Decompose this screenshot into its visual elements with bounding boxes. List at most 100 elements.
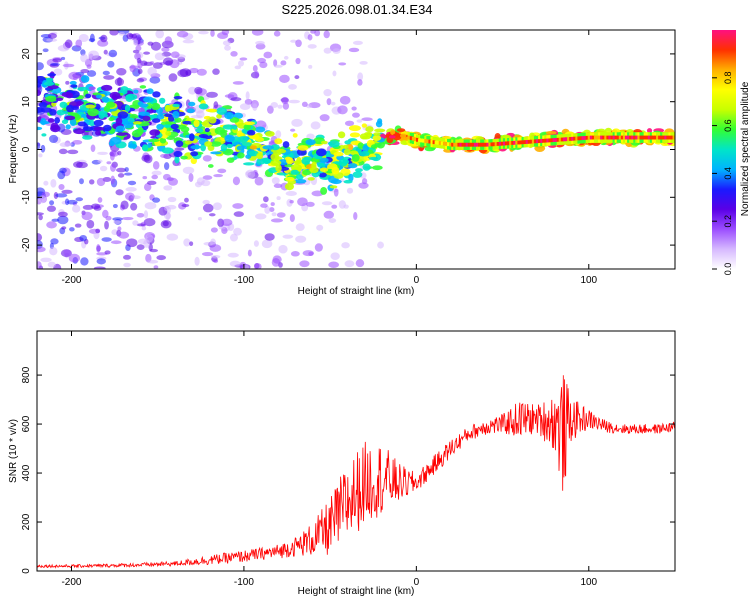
heatmap-cell [93, 119, 104, 127]
heatmap-cell [226, 143, 233, 149]
heatmap-cell [210, 151, 222, 155]
heatmap-cell [292, 133, 298, 138]
heatmap-cell [79, 234, 87, 242]
heatmap-cell [75, 197, 84, 202]
heatmap-cell [255, 213, 267, 220]
heatmap-cell [546, 138, 550, 143]
heatmap-cell [88, 38, 96, 42]
heatmap-cell [165, 105, 173, 112]
heatmap-cell [486, 142, 490, 147]
heatmap-cell [271, 177, 280, 185]
heatmap-cell [202, 203, 214, 213]
heatmap-cell [206, 91, 218, 98]
heatmap-cell [190, 145, 201, 150]
colorbar-tick-label: 0.4 [723, 167, 733, 180]
heatmap-cell [358, 151, 370, 157]
heatmap-cell [104, 250, 111, 255]
heatmap-cell [136, 57, 142, 64]
heatmap-cell [290, 128, 296, 132]
heatmap-cell [352, 171, 363, 178]
heatmap-cell [629, 135, 633, 140]
heatmap-cell [209, 141, 222, 147]
heatmap-cell [352, 112, 360, 118]
heatmap-cell [331, 166, 340, 175]
heatmap-cell [96, 177, 106, 187]
heatmap-cell [373, 132, 381, 137]
heatmap-cell [254, 263, 262, 269]
heatmap-cell [58, 183, 65, 191]
heatmap-cell [40, 144, 46, 153]
heatmap-cell [152, 197, 161, 203]
heatmap-cell [146, 102, 153, 109]
heatmap-cell [459, 142, 463, 147]
heatmap-cell [95, 228, 101, 234]
heatmap-cell [262, 145, 275, 150]
heatmap-cell [55, 193, 68, 198]
heatmap-cell [74, 223, 82, 228]
heatmap-cell [143, 96, 154, 103]
heatmap-cell [612, 135, 616, 140]
heatmap-cell [606, 135, 610, 140]
heatmap-cell [81, 113, 88, 118]
heatmap-cell [256, 152, 264, 160]
heatmap-cell [357, 79, 363, 86]
heatmap-cell [631, 135, 635, 140]
heatmap-cell [219, 129, 228, 134]
heatmap-cell [237, 136, 249, 144]
heatmap-cell [106, 161, 112, 165]
heatmap-cell [152, 62, 163, 69]
heatmap-cell [332, 70, 337, 77]
heatmap-cell [39, 120, 50, 125]
heatmap-cell [57, 215, 69, 225]
heatmap-cell [482, 142, 486, 147]
heatmap-cell [115, 125, 126, 132]
heatmap-cell [90, 144, 96, 152]
heatmap-cell [527, 139, 531, 144]
heatmap-cell [279, 74, 290, 83]
heatmap-cell [69, 118, 77, 127]
heatmap-cell [208, 116, 217, 124]
heatmap-cell [307, 44, 317, 49]
heatmap-cell [147, 41, 154, 46]
heatmap-cell [99, 165, 108, 172]
heatmap-cell [217, 32, 229, 39]
heatmap-cell [102, 124, 112, 132]
heatmap-cell [577, 136, 581, 141]
heatmap-cell [321, 201, 333, 206]
heatmap-cell [92, 92, 102, 96]
heatmap-cell [276, 212, 286, 218]
heatmap-cell [66, 104, 74, 113]
heatmap-cell [163, 113, 173, 118]
heatmap-cell [185, 69, 192, 76]
heatmap-cell [63, 249, 71, 256]
snr-frame [36, 330, 676, 572]
heatmap-cell [207, 164, 214, 168]
heatmap-cell [484, 142, 488, 147]
heatmap-cell [604, 135, 608, 140]
heatmap-cell [232, 203, 244, 209]
heatmap-cell [284, 182, 295, 191]
heatmap-cell [167, 196, 177, 203]
heatmap-cell [233, 227, 242, 236]
heatmap-cell [257, 57, 267, 64]
heatmap-cell [196, 68, 207, 76]
heatmap-cell [189, 133, 195, 142]
heatmap-cell [662, 135, 666, 140]
heatmap-cell [285, 190, 297, 196]
heatmap-cell [579, 136, 583, 141]
heatmap-cell [142, 175, 148, 180]
heatmap-cell [610, 135, 614, 140]
heatmap-cell [350, 150, 359, 156]
heatmap-cell [277, 104, 283, 109]
heatmap-cell [211, 255, 221, 259]
heatmap-cell [552, 138, 556, 142]
heatmap-cell [210, 227, 218, 233]
heatmap-cell [161, 47, 170, 53]
heatmap-cell [190, 157, 197, 165]
heatmap-cell [53, 68, 63, 76]
heatmap-cell [624, 135, 628, 140]
heatmap-cell [168, 73, 178, 82]
spectrogram-xtick-label: -200 [61, 275, 81, 286]
heatmap-cell [143, 210, 149, 219]
